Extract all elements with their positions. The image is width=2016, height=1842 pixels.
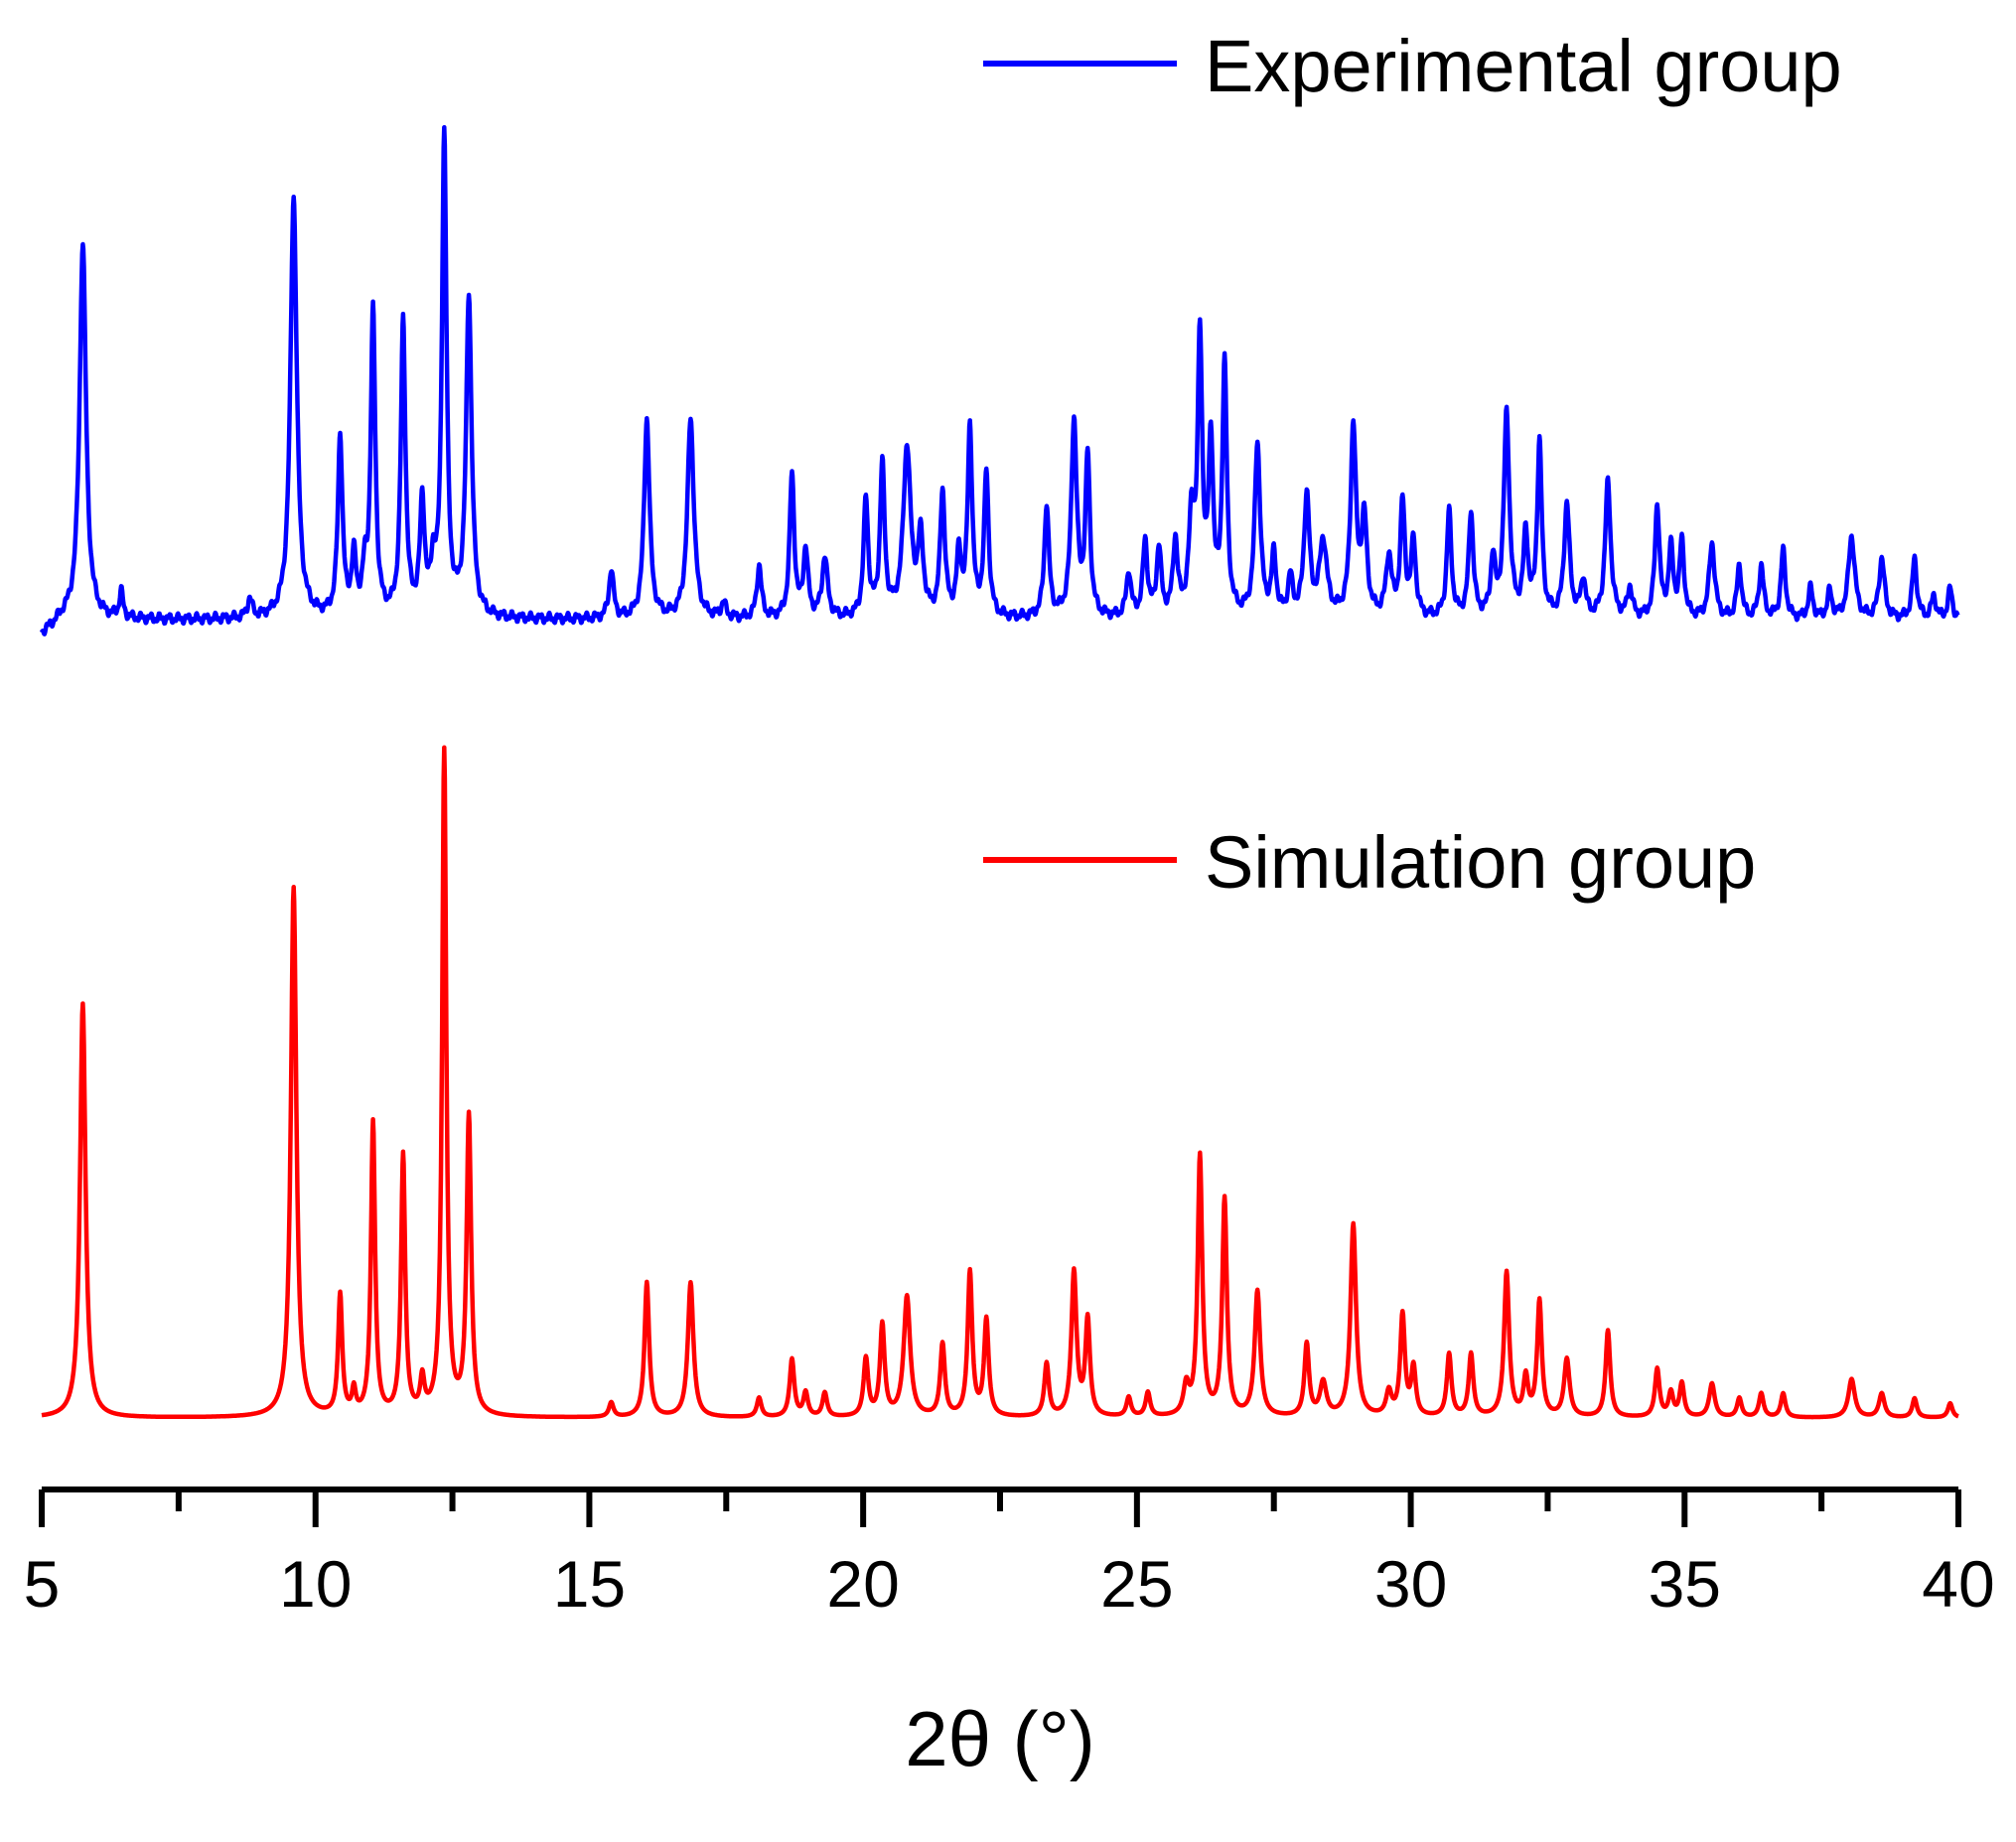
x-tick-label: 40 (1922, 1547, 1994, 1621)
legend: Experimental group Simulation group (983, 25, 1842, 904)
series-layer (39, 125, 1960, 1420)
x-tick-label: 10 (279, 1547, 352, 1621)
x-tick-label: 25 (1100, 1547, 1173, 1621)
x-tick-label: 20 (826, 1547, 899, 1621)
x-axis-ticks: 5 10 15 20 25 30 35 40 (24, 1489, 1995, 1621)
legend-entry-simulation: Simulation group (983, 821, 1756, 904)
x-tick-label: 35 (1649, 1547, 1721, 1621)
series-line-experimental (39, 125, 1960, 637)
legend-label: Experimental group (1205, 25, 1842, 107)
x-axis-title: 2θ (°) (905, 1695, 1095, 1782)
x-tick-label: 30 (1374, 1547, 1447, 1621)
series-line-simulation (40, 745, 1960, 1420)
x-tick-label: 5 (24, 1547, 61, 1621)
x-tick-label: 15 (553, 1547, 626, 1621)
legend-label: Simulation group (1205, 821, 1756, 904)
legend-entry-experimental: Experimental group (983, 25, 1842, 107)
